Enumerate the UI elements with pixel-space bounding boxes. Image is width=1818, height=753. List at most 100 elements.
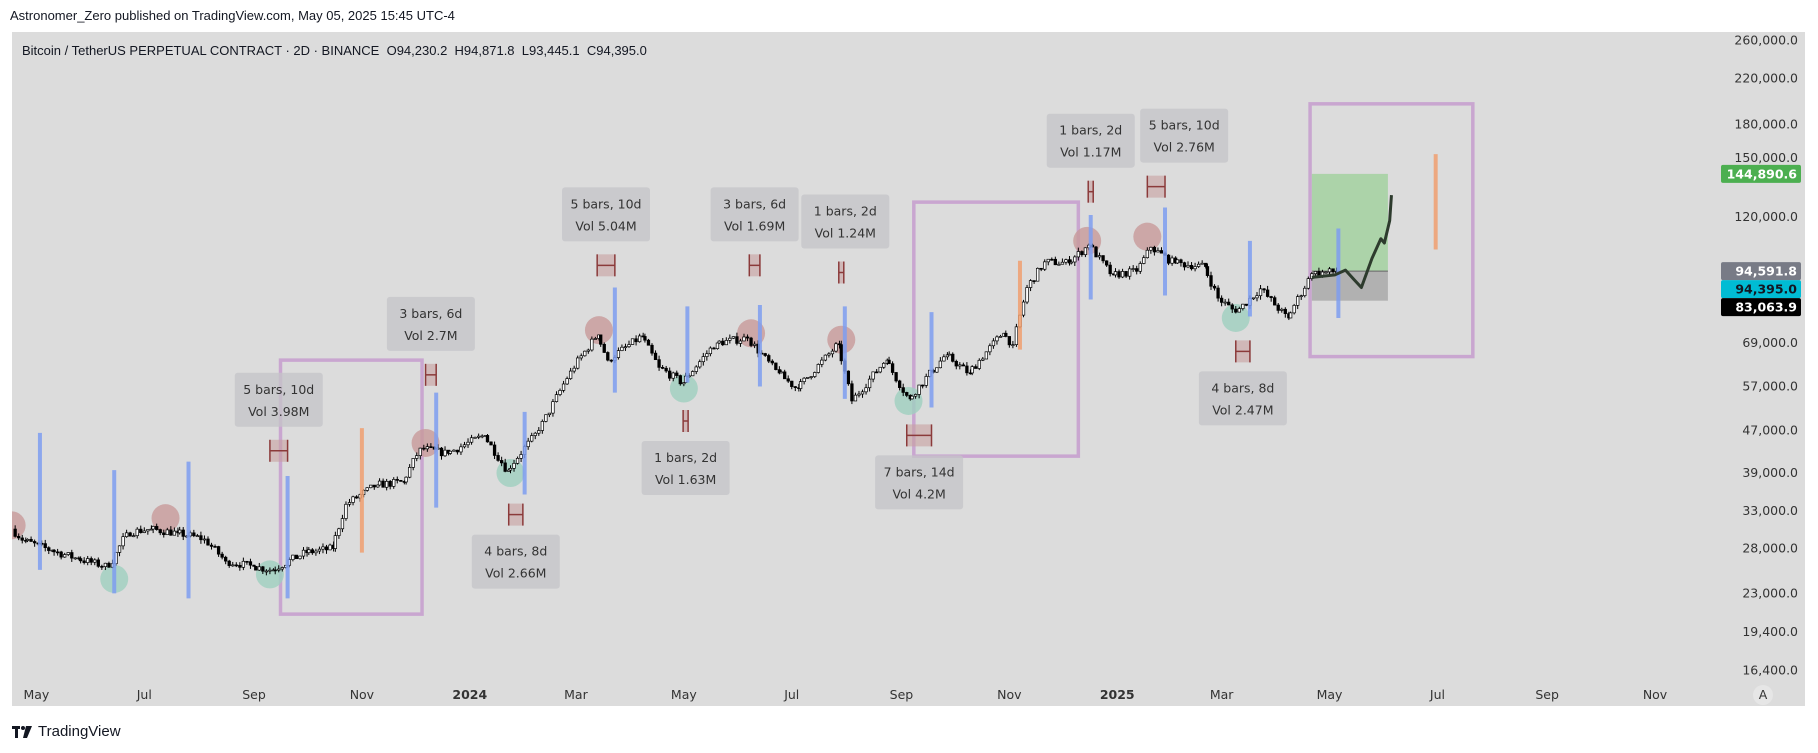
candle-body — [834, 343, 838, 352]
candle-body — [1120, 271, 1125, 278]
candle — [1186, 261, 1190, 269]
candle — [593, 336, 598, 340]
candle-body — [1124, 271, 1128, 277]
candle — [694, 365, 698, 375]
range-label: 7 bars, 14d Vol 4.2M — [875, 455, 964, 510]
candle — [268, 567, 272, 575]
candle — [790, 380, 794, 390]
candle-body — [155, 526, 159, 530]
candle-body — [344, 503, 348, 519]
candle — [717, 340, 721, 345]
candle-body — [942, 356, 946, 362]
candle-body — [459, 446, 463, 453]
candle — [70, 549, 74, 562]
candle-body — [1014, 326, 1019, 345]
candle-body — [1306, 278, 1310, 289]
candle — [779, 369, 783, 374]
candle-body — [372, 484, 376, 488]
candle-body — [1204, 262, 1208, 267]
candle-body — [1296, 296, 1300, 306]
candle — [192, 529, 196, 538]
candle-body — [786, 378, 790, 382]
candle-body — [551, 401, 555, 414]
candle-body — [1280, 308, 1284, 311]
candle-body — [728, 337, 732, 341]
pivot-low-circle — [1221, 303, 1250, 332]
candle-body — [1244, 303, 1249, 306]
range-label: 1 bars, 2d Vol 1.63M — [641, 441, 730, 496]
candle — [344, 501, 348, 521]
candle-body — [376, 484, 380, 488]
candle-body — [1327, 268, 1332, 273]
candle-body — [1205, 266, 1210, 276]
candle-body — [910, 395, 914, 400]
candle-body — [202, 538, 207, 541]
candle — [337, 527, 341, 539]
candle — [462, 441, 467, 449]
candle — [443, 446, 447, 457]
candle — [961, 362, 966, 367]
range-marker — [905, 424, 933, 447]
candle — [485, 433, 490, 443]
candle-body — [1053, 258, 1057, 266]
range-label-bars: 5 bars, 10d — [1149, 118, 1220, 133]
candle — [579, 353, 583, 361]
candle — [1159, 247, 1164, 254]
candle — [623, 343, 628, 351]
candle-body — [452, 449, 456, 452]
candle — [708, 346, 713, 357]
candle — [643, 333, 647, 343]
candle-body — [827, 353, 831, 356]
candle — [910, 394, 914, 400]
candle — [43, 539, 47, 552]
candle-body — [476, 435, 481, 438]
candle — [1244, 303, 1249, 307]
ohlc-low: L93,445.1 — [521, 43, 580, 58]
candle-body — [742, 336, 746, 342]
candle — [894, 372, 898, 383]
candle-body — [698, 361, 702, 368]
candle — [1166, 254, 1171, 266]
candle-body — [974, 366, 978, 369]
candle — [901, 383, 905, 397]
candle — [1101, 255, 1105, 264]
candle — [245, 560, 249, 565]
chart-pane[interactable] — [12, 32, 1805, 706]
candle — [1196, 261, 1201, 268]
candle-body — [354, 496, 359, 499]
candle — [827, 352, 831, 358]
candle-body — [415, 455, 419, 459]
highlight-rectangle — [912, 200, 1081, 458]
candle — [547, 412, 552, 418]
range-label-bg — [386, 296, 475, 351]
candle-body — [701, 356, 705, 363]
candle-body — [206, 538, 210, 546]
candle — [1189, 262, 1194, 271]
candle-body — [1237, 308, 1241, 313]
candle — [970, 365, 974, 376]
candle — [195, 533, 200, 538]
candle — [1104, 260, 1109, 267]
candle-body — [82, 560, 86, 563]
candle — [735, 332, 739, 346]
candle — [261, 565, 265, 574]
range-label-bars: 1 bars, 2d — [814, 204, 877, 219]
candle — [234, 562, 238, 568]
candle — [806, 377, 810, 379]
candle-body — [675, 372, 679, 376]
price-badge: 144,890.6 — [1721, 164, 1801, 183]
ohlc-close: C94,395.0 — [586, 43, 647, 58]
candle — [459, 443, 463, 455]
candle-body — [1101, 255, 1105, 262]
candle-body — [887, 359, 891, 365]
candle — [369, 484, 373, 489]
candle-body — [294, 554, 299, 560]
candle — [668, 367, 672, 381]
candle-body — [1127, 268, 1132, 277]
candle — [1269, 295, 1273, 302]
candle-body — [537, 430, 541, 434]
auto-scale-button[interactable]: A — [1753, 685, 1773, 705]
candle — [411, 458, 415, 471]
candle — [1219, 295, 1224, 307]
